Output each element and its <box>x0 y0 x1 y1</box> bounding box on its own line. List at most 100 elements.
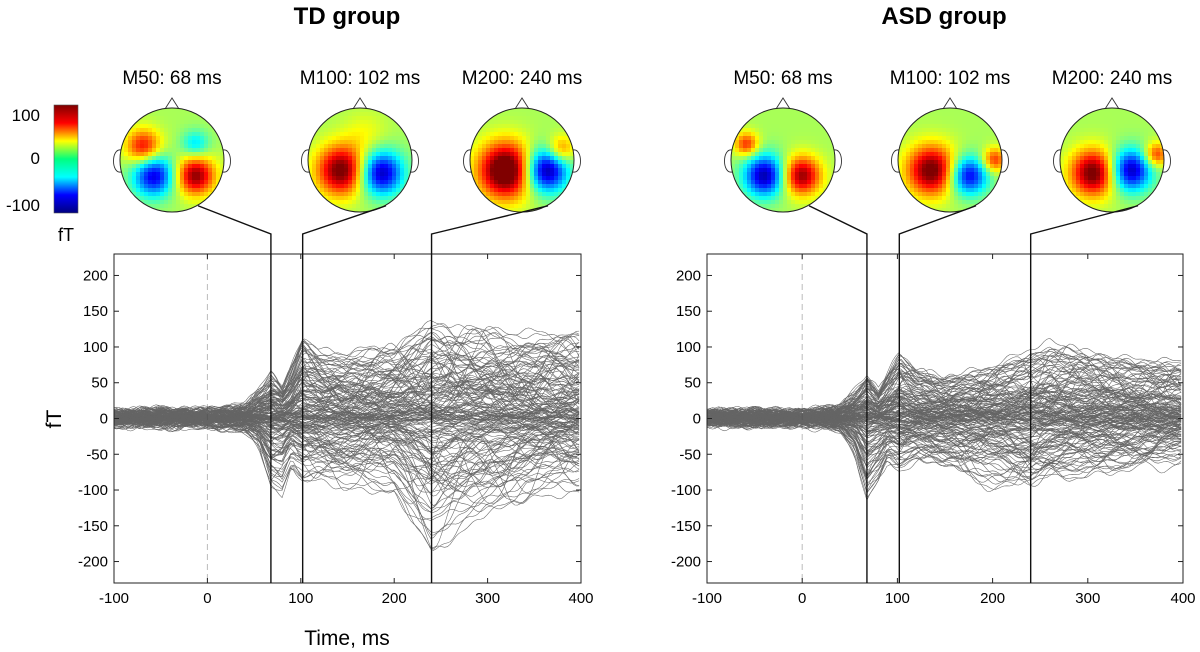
channel-trace <box>114 419 580 539</box>
component-marker-line <box>197 205 272 583</box>
head-outline <box>119 107 225 213</box>
channel-trace <box>114 418 580 503</box>
channel-trace <box>114 327 580 415</box>
channel-trace <box>707 348 1182 415</box>
right-ear-icon <box>1000 149 1009 173</box>
channel-trace <box>707 394 1182 421</box>
right-ear-icon <box>833 149 842 173</box>
head-outline <box>730 107 836 213</box>
y-tick-label: 200 <box>83 267 108 284</box>
panel-title: TD group <box>294 3 401 30</box>
topomap <box>1053 97 1171 213</box>
left-ear-icon <box>113 149 122 173</box>
channel-trace <box>707 417 1182 455</box>
y-tick-label: 100 <box>676 339 701 356</box>
channel-trace <box>707 420 1182 492</box>
head-outline <box>307 107 413 213</box>
left-ear-icon <box>301 149 310 173</box>
channel-trace <box>707 379 1182 418</box>
channel-trace <box>707 367 1182 419</box>
channel-trace <box>707 404 1182 421</box>
x-tick-label: 400 <box>568 590 593 607</box>
trace-group <box>707 337 1182 502</box>
channel-trace <box>114 332 580 416</box>
channel-trace <box>707 355 1182 417</box>
right-ear-icon <box>1162 149 1171 173</box>
y-tick-label: -200 <box>78 554 108 571</box>
channel-trace <box>707 420 1182 489</box>
nose-icon <box>352 97 368 110</box>
y-tick-label: -100 <box>78 482 108 499</box>
channel-trace <box>707 420 1182 485</box>
channel-trace <box>707 419 1182 480</box>
y-tick-label: 200 <box>676 267 701 284</box>
channel-trace <box>114 342 580 416</box>
y-tick-label: -200 <box>671 554 701 571</box>
x-tick-label: 100 <box>288 590 313 607</box>
channel-trace <box>114 414 580 425</box>
topomap <box>724 97 842 213</box>
channel-trace <box>707 350 1182 417</box>
y-tick-label: -150 <box>671 518 701 535</box>
channel-trace <box>707 419 1182 456</box>
left-ear-icon <box>463 149 472 173</box>
channel-trace <box>707 399 1182 421</box>
channel-trace <box>707 366 1182 418</box>
x-axis-label: Time, ms <box>304 627 390 650</box>
nose-icon <box>1104 97 1120 110</box>
channel-trace <box>114 409 580 422</box>
y-tick-label: 50 <box>684 375 701 392</box>
channel-trace <box>114 406 580 422</box>
colorbar: 100 0 -100 fT <box>6 104 79 245</box>
y-tick-label: 100 <box>83 339 108 356</box>
component-marker-line <box>898 205 977 583</box>
x-tick-label: -100 <box>99 590 129 607</box>
head-outline <box>897 107 1003 213</box>
channel-trace <box>114 320 580 414</box>
channel-trace <box>114 424 580 548</box>
channel-trace <box>707 421 1182 486</box>
trace-group <box>114 320 580 551</box>
component-marker-line <box>430 205 549 583</box>
y-axis-label: fT <box>43 410 66 429</box>
channel-trace <box>114 414 580 451</box>
channel-trace <box>114 417 580 550</box>
left-ear-icon <box>891 149 900 173</box>
component-label-m200: M200: 240 ms <box>1052 68 1172 89</box>
y-tick-label: 150 <box>676 303 701 320</box>
component-label-m50: M50: 68 ms <box>733 68 832 89</box>
channel-trace <box>707 416 1182 453</box>
left-ear-icon <box>724 149 733 173</box>
channel-trace <box>707 380 1182 418</box>
channel-trace <box>114 353 580 420</box>
component-label-m200: M200: 240 ms <box>462 68 582 89</box>
y-tick-label: -50 <box>86 446 108 463</box>
x-tick-label: 100 <box>885 590 910 607</box>
channel-trace <box>114 418 580 468</box>
y-tick-label: -150 <box>78 518 108 535</box>
channel-trace <box>114 422 580 521</box>
channel-trace <box>114 421 580 512</box>
butterfly-plot: -100 0 100 200 300 400 -200 -150 -100 -50 0 50 100 15… <box>671 205 1196 607</box>
topomap <box>301 97 419 213</box>
channel-trace <box>114 417 580 454</box>
channel-trace <box>114 348 580 420</box>
y-tick-label: 150 <box>83 303 108 320</box>
y-tick-label: 0 <box>693 411 701 428</box>
x-tick-label: 300 <box>1075 590 1100 607</box>
topomap <box>113 97 231 213</box>
nose-icon <box>514 97 530 110</box>
x-tick-label: 200 <box>980 590 1005 607</box>
right-ear-icon <box>410 149 419 173</box>
nose-icon <box>775 97 791 110</box>
colorbar-unit: fT <box>58 225 74 245</box>
y-tick-label: -50 <box>679 446 701 463</box>
right-ear-icon <box>222 149 231 173</box>
panel-title: ASD group <box>881 3 1006 30</box>
topomap <box>891 97 1009 213</box>
channel-trace <box>114 413 580 422</box>
y-tick-label: 0 <box>100 411 108 428</box>
channel-trace <box>707 415 1182 438</box>
component-label-m100: M100: 102 ms <box>300 68 420 89</box>
